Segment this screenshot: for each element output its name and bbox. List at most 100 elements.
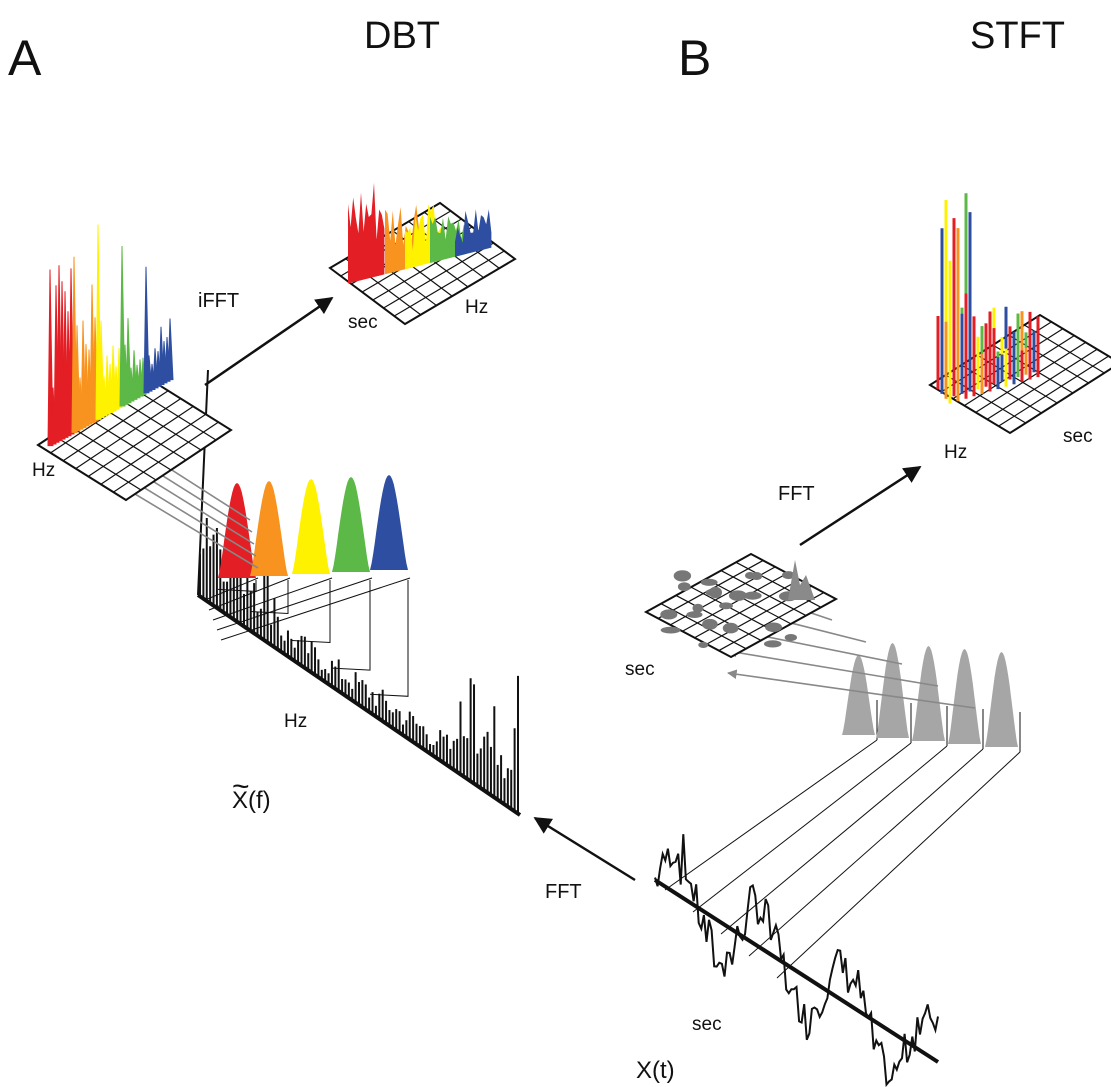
panel-a-letter: A	[8, 30, 42, 86]
stft-window	[912, 646, 945, 741]
dbt-result-freq-label: Hz	[465, 297, 488, 318]
stft-result-time-label: sec	[1063, 426, 1093, 447]
dbt-time-frequency-map	[328, 182, 517, 326]
time-signal	[653, 834, 940, 1087]
signal-axis-label: sec	[692, 1014, 722, 1035]
dbt-connector	[204, 577, 259, 601]
stft-grid-blob	[705, 589, 719, 597]
dbt-connector	[216, 577, 373, 631]
stft-grid-lines-frame	[643, 552, 839, 659]
stft-window	[985, 652, 1018, 747]
dbt-stack-grid-line	[62, 390, 169, 462]
dbt-connector	[212, 577, 333, 621]
dbt-band-window	[370, 475, 408, 570]
dbt-connector	[369, 580, 409, 697]
stft-grid-lines-line	[675, 594, 762, 641]
dbt-band-arrow	[124, 475, 257, 557]
dbt-stack-grid-line	[67, 424, 157, 481]
panel-b-title: STFT	[970, 15, 1065, 57]
stft-result-grid-line	[986, 348, 1098, 420]
dbt-result-grid-line	[393, 250, 505, 317]
stft-grid-blob	[722, 622, 739, 634]
dbt-stack-bar	[119, 246, 126, 407]
dbt-connector	[249, 580, 289, 615]
stft-grid-lines-line	[690, 586, 777, 633]
stft-grid-blob	[686, 611, 703, 618]
stft-grid-blob	[677, 582, 691, 592]
dbt-stack-grid-line	[82, 414, 172, 471]
stft-spectrogram	[928, 193, 1111, 435]
stft-grid-blob	[660, 626, 681, 634]
dbt-result-time-label: sec	[348, 312, 378, 333]
stft-connector	[748, 748, 984, 957]
dbt-connector	[208, 577, 291, 611]
stft-connector	[664, 739, 878, 891]
stft-grid-blob	[743, 591, 762, 600]
fourier-spectrum	[196, 369, 522, 817]
dbt-stack-grid-line	[52, 434, 142, 491]
dbt-stack-bar	[143, 266, 150, 394]
stft-grid-lines-line	[682, 572, 788, 632]
dbt-band-window	[218, 483, 256, 578]
stft-grid-blob	[765, 622, 783, 633]
dbt-band-stack	[36, 224, 233, 502]
stft-window	[876, 643, 909, 738]
stft-connector	[720, 745, 948, 935]
stft-window-arrow	[727, 647, 939, 687]
dbt-result-band	[348, 182, 385, 284]
stft-grid-peak	[788, 560, 815, 600]
dbt-band-window	[332, 477, 370, 572]
dbt-stack-axis-label: Hz	[32, 460, 55, 481]
spectrum-label: X(f)	[232, 787, 271, 814]
stft-grid-blob	[700, 578, 718, 586]
stft-grid-blob	[763, 640, 782, 648]
panel-b-letter: B	[678, 30, 711, 86]
stft-window	[842, 655, 875, 735]
stft-grid-axis-label: sec	[625, 659, 655, 680]
fft-arrow	[533, 816, 636, 882]
stft-window-grid	[643, 552, 839, 659]
stft-fft-arrow	[799, 465, 922, 547]
dbt-stack-grid-line	[75, 398, 182, 470]
stft-result-grid-line	[998, 355, 1109, 427]
ifft-arrow	[204, 296, 334, 387]
stft-grid-blob	[698, 641, 709, 648]
stft-connector	[692, 742, 912, 913]
stft-grid-blob	[660, 609, 678, 620]
dbt-stack-grid-line	[113, 421, 219, 493]
stft-grid-blob	[728, 590, 748, 601]
stft-grid-lines	[643, 552, 839, 659]
stft-window-arrow	[727, 669, 976, 709]
panel-a-title: DBT	[364, 15, 440, 57]
stft-fft-arrow-label: FFT	[778, 483, 815, 505]
signal-label: X(t)	[636, 1057, 675, 1084]
dbt-band-window	[292, 479, 330, 574]
stft-window-connectors	[664, 700, 1021, 979]
stft-grid-lines-line	[705, 578, 792, 625]
stft-result-freq-label: Hz	[944, 442, 967, 463]
stft-grid-blob	[719, 602, 733, 610]
dbt-band-windows	[218, 475, 408, 578]
stft-grid-blob	[781, 571, 796, 580]
stft-windows	[842, 643, 1018, 747]
stft-window	[948, 649, 981, 744]
ifft-arrow-label: iFFT	[198, 290, 239, 312]
dbt-result-grid-line	[383, 242, 494, 309]
signal-trace	[654, 834, 939, 1087]
dbt-result-band	[455, 209, 492, 257]
stft-grid-lines-line	[720, 570, 807, 617]
stft-connector	[776, 751, 1021, 979]
dbt-connector	[291, 580, 331, 644]
time-axis-line	[653, 878, 940, 1064]
stft-grid-lines-line	[718, 592, 825, 652]
dbt-stack-grid-line	[97, 404, 187, 461]
dbt-band-window	[250, 481, 288, 576]
stft-grid-blob	[673, 570, 692, 582]
dbt-band-connectors	[204, 577, 411, 697]
dbt-connector	[331, 580, 371, 671]
stft-grid-blob	[750, 572, 763, 580]
spectrum-tilde: ~	[232, 770, 250, 803]
stft-grid-blob	[702, 618, 718, 630]
spectrum-axis-label: Hz	[284, 711, 307, 732]
